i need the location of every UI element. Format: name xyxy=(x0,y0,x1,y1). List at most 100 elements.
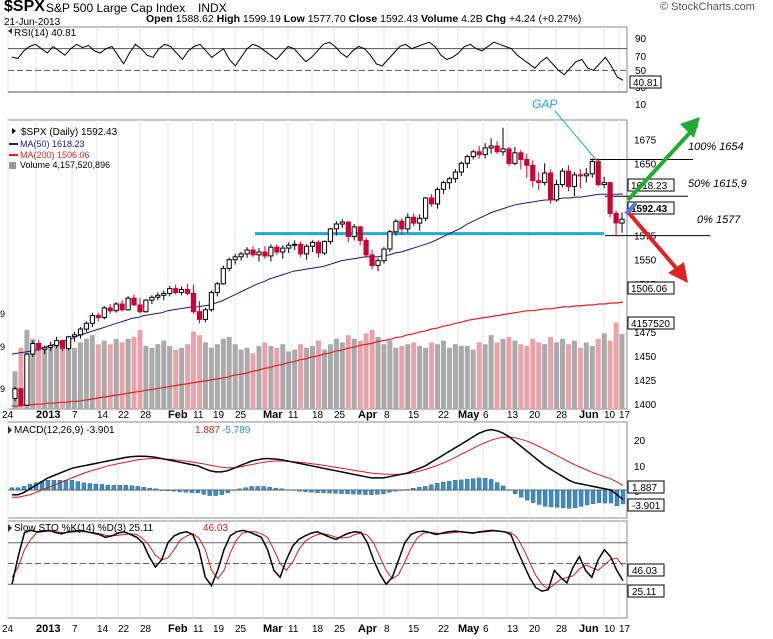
x-tick-label: Jun xyxy=(579,623,599,635)
price-candle xyxy=(595,158,601,187)
candle-body xyxy=(262,251,268,257)
macd-histogram-bar xyxy=(399,489,404,491)
price-candle xyxy=(280,245,286,259)
candle-body xyxy=(506,148,512,164)
volume-bar xyxy=(589,346,595,409)
volume-bar xyxy=(149,347,155,409)
volume-bar xyxy=(351,338,357,409)
candle-body xyxy=(18,388,24,406)
candle-body xyxy=(434,188,441,205)
volume-bar xyxy=(280,344,286,409)
macd-histogram-bar xyxy=(321,489,326,494)
macd-histogram-bar xyxy=(501,485,506,491)
macd-histogram-bar xyxy=(387,489,392,493)
volume-bar xyxy=(107,344,113,409)
volume-bar xyxy=(548,337,554,409)
symbol-label: $SPX xyxy=(4,0,45,15)
x-tick-label: Apr xyxy=(358,623,378,635)
candle-body xyxy=(155,294,161,298)
candle-body xyxy=(571,174,577,187)
price-candle xyxy=(304,244,310,260)
candle-body xyxy=(214,283,220,293)
candle-body xyxy=(101,307,107,318)
macd-histogram-bar xyxy=(363,489,368,495)
price-candle xyxy=(24,353,30,407)
candle-body xyxy=(48,344,54,348)
price-candle xyxy=(310,240,316,252)
rsi-line xyxy=(11,41,624,81)
macd-histogram-bar xyxy=(309,489,314,493)
price-value-tag-text: 1592.43 xyxy=(631,204,668,215)
candle-body xyxy=(583,173,589,177)
volume-tick-fragment: 9 xyxy=(0,309,5,319)
volume-bar xyxy=(405,344,411,409)
macd-histogram-bar xyxy=(578,489,584,507)
fib-label-100: 100% 1654 xyxy=(688,141,744,153)
x-tick-label: May xyxy=(458,623,480,635)
price-candle xyxy=(446,176,452,190)
volume-bar xyxy=(36,344,42,409)
macd-histogram-bar xyxy=(129,485,134,491)
macd-histogram-bar xyxy=(315,489,320,493)
volume-bar xyxy=(83,338,89,409)
candle-body xyxy=(375,260,381,266)
candle-body xyxy=(565,170,572,188)
chg-value: +4.24 (+0.27%) xyxy=(508,13,582,25)
volume-bar xyxy=(530,338,536,409)
candle-body xyxy=(559,170,566,186)
macd-histogram-bar xyxy=(333,489,338,494)
volume-bar xyxy=(95,344,101,409)
candle-body xyxy=(369,254,375,266)
price-candle xyxy=(571,172,577,197)
price-candle xyxy=(506,146,512,167)
candle-body xyxy=(494,145,500,153)
price-candle xyxy=(327,227,333,245)
candle-body xyxy=(30,343,36,355)
macd-histogram-bar xyxy=(273,487,278,491)
macd-histogram-bar xyxy=(105,485,110,491)
candle-body xyxy=(393,220,399,233)
price-candle xyxy=(536,172,542,191)
macd-histogram-bar xyxy=(536,489,542,505)
volume-bar xyxy=(316,340,321,409)
x-tick-label: Feb xyxy=(168,623,188,635)
volume-bar xyxy=(494,342,500,409)
price-legend-volume: Volume 4,157,520,896 xyxy=(20,160,110,170)
candle-body xyxy=(196,311,203,320)
volume-bar xyxy=(506,337,512,409)
volume-bar xyxy=(441,340,446,409)
candle-body xyxy=(488,145,494,149)
ma200-line xyxy=(12,301,624,407)
candle-body xyxy=(548,172,554,201)
volume-bar xyxy=(345,335,351,409)
volume-bar xyxy=(48,347,54,409)
price-candle xyxy=(429,194,435,207)
candle-body xyxy=(220,267,226,285)
candle-body xyxy=(298,243,304,255)
price-candle xyxy=(167,285,173,297)
candle-body xyxy=(524,159,530,166)
macd-histogram-bar xyxy=(453,480,458,491)
x-tick-label: May xyxy=(458,409,480,421)
macd-histogram-bar xyxy=(75,481,81,491)
x-tick-label: 19 xyxy=(213,410,225,421)
volume-bar xyxy=(387,340,393,409)
volume-bar xyxy=(536,342,542,409)
macd-histogram-bar xyxy=(159,489,164,491)
volume-bar xyxy=(298,344,304,409)
x-tick-label: 2013 xyxy=(36,623,60,635)
price-candle xyxy=(357,225,363,246)
price-legend-ma50: MA(50) 1618.23 xyxy=(20,139,85,149)
price-candle xyxy=(274,244,280,255)
candle-body xyxy=(530,164,536,182)
x-tick-label: 28 xyxy=(140,410,152,421)
price-candle xyxy=(268,244,274,262)
macd-histogram-bar xyxy=(177,489,182,492)
x-tick-label: 25 xyxy=(334,624,346,635)
price-candle xyxy=(500,127,506,156)
volume-bar xyxy=(220,338,226,409)
price-tick-label: 1450 xyxy=(634,352,657,363)
price-tick-label: 1550 xyxy=(634,256,657,267)
volume-bar xyxy=(54,342,60,409)
price-candle xyxy=(298,241,304,257)
